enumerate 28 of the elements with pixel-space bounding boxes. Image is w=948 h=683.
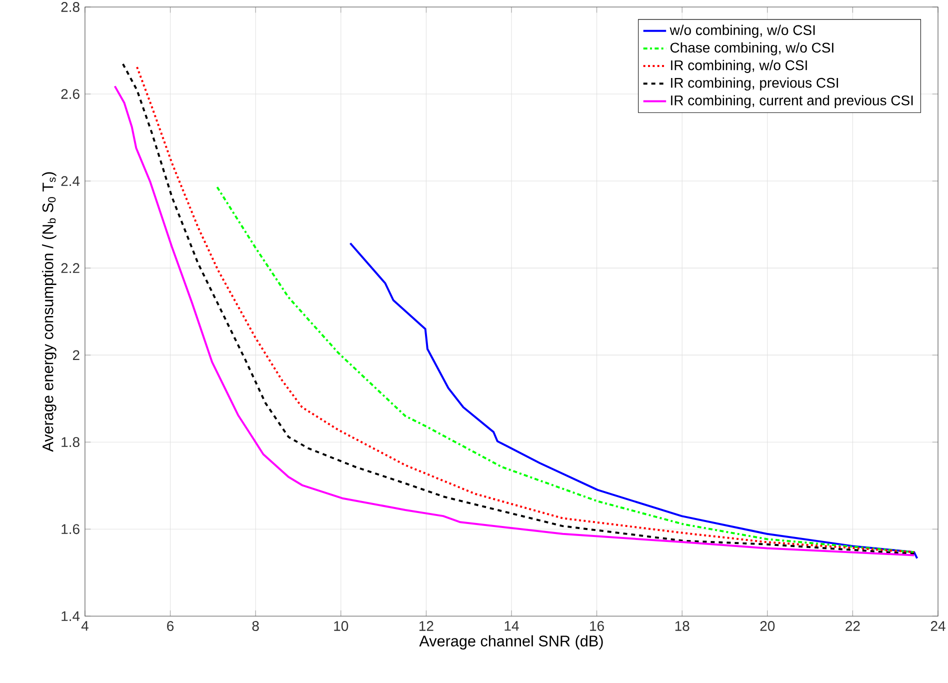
legend-label: IR combining, current and previous CSI — [671, 95, 913, 108]
x-tick-label: 18 — [675, 621, 690, 631]
x-tick-label: 8 — [252, 621, 259, 631]
y-tick-label: 2 — [72, 350, 80, 360]
x-tick-label: 12 — [419, 621, 434, 631]
y-tick-label: 1.6 — [62, 524, 80, 534]
x-axis-title: Average channel SNR (dB) — [419, 635, 603, 650]
line-series — [349, 242, 918, 560]
y-tick-label: 2.8 — [61, 2, 80, 12]
y-tick-label: 2.4 — [61, 176, 80, 186]
x-tick-label: 16 — [590, 621, 604, 631]
legend-label: w/o combining, w/o CSI — [670, 24, 815, 38]
legend-label: IR combining, previous CSI — [671, 77, 838, 90]
legend-label: Chase combining, w/o CSI — [670, 42, 834, 56]
x-tick-label: 14 — [504, 621, 519, 631]
y-tick-label: 2.6 — [61, 89, 80, 99]
x-tick-label: 4 — [81, 621, 88, 631]
line-series — [216, 186, 916, 554]
legend-label: IR combining, w/o CSI — [671, 60, 807, 73]
y-tick-label: 2.2 — [61, 263, 80, 273]
x-tick-label: 24 — [930, 621, 946, 631]
x-tick-label: 6 — [167, 621, 174, 631]
y-tick-label: 1.8 — [62, 437, 80, 447]
y-axis-title: Average energy consumption / (N$_{b}$ S$_{0}$ T$_{s}$) — [42, 172, 56, 452]
x-tick-label: 10 — [334, 621, 348, 631]
x-tick-label: 20 — [760, 621, 775, 631]
x-tick-label: 22 — [846, 621, 860, 631]
y-tick-label: 1.4 — [62, 611, 80, 621]
